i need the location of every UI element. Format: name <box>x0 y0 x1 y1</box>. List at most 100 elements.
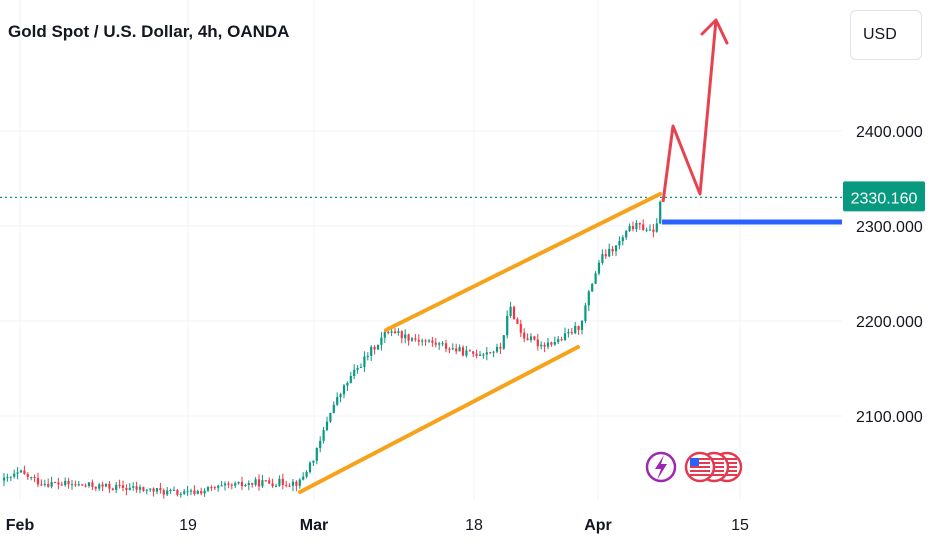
x-tick-label: Apr <box>584 517 612 534</box>
candle-body <box>577 325 580 330</box>
candle-body <box>631 226 635 229</box>
candle-body <box>91 482 94 487</box>
candle-body <box>570 332 573 334</box>
candle-body <box>104 483 108 487</box>
candle-body <box>291 481 295 486</box>
candle-body <box>121 485 125 488</box>
candle-body <box>353 369 356 377</box>
candle-body <box>67 480 70 485</box>
lightning-bolt <box>655 455 667 480</box>
candle-body <box>40 484 43 486</box>
candle-body <box>6 476 9 478</box>
candle-body <box>516 319 519 324</box>
candle-body <box>339 394 342 398</box>
candle-body <box>200 490 203 494</box>
candle-body <box>33 477 36 479</box>
candle-body <box>186 491 189 493</box>
candle-body <box>285 484 288 486</box>
candle-body <box>132 486 135 488</box>
candle-body <box>502 335 505 349</box>
candle-body <box>441 343 444 345</box>
candle-body <box>580 321 584 330</box>
drawings <box>0 18 842 494</box>
candle-body <box>57 482 60 485</box>
candle-body <box>659 201 662 224</box>
candle-body <box>601 254 604 263</box>
candle-body <box>512 306 516 320</box>
candle-body <box>227 483 230 485</box>
candle-body <box>506 315 509 336</box>
candle-body <box>529 336 533 341</box>
channel-lower-line <box>298 345 580 494</box>
candle-body <box>50 482 53 487</box>
candle-body <box>152 488 155 492</box>
candle-body <box>101 484 104 487</box>
candle-body <box>489 352 492 354</box>
candle-body <box>472 351 475 354</box>
x-tick-label: 19 <box>179 517 197 534</box>
candle-body <box>26 473 29 478</box>
candle-body <box>128 487 131 490</box>
candle-body <box>295 481 298 486</box>
candle-body <box>342 385 346 395</box>
candle-body <box>81 484 84 486</box>
candle-body <box>325 421 329 431</box>
candle-body <box>438 343 441 345</box>
candle-body <box>230 484 233 486</box>
candle-body <box>546 342 550 347</box>
candle-body <box>495 346 499 352</box>
flag-stripe <box>704 474 724 476</box>
candle-body <box>356 367 359 370</box>
candle-body <box>628 226 631 231</box>
candle-body <box>621 237 624 242</box>
candle-body <box>288 485 291 487</box>
candle-body <box>625 230 628 238</box>
candle-body <box>451 348 454 350</box>
candle-body <box>597 262 601 274</box>
candle-body <box>53 482 57 484</box>
candle-body <box>614 245 618 252</box>
candle-body <box>587 291 590 306</box>
candle-body <box>125 487 128 490</box>
flag-stripe <box>717 474 737 476</box>
candle-body <box>257 479 261 487</box>
candle-body <box>87 482 91 486</box>
candle-body <box>458 347 461 352</box>
candles <box>2 200 662 499</box>
currency-button[interactable]: USD <box>850 10 922 60</box>
candle-body <box>155 488 159 492</box>
y-tick-label: 2400.000 <box>856 124 923 141</box>
last-price-tag <box>843 181 925 212</box>
candle-body <box>172 489 176 491</box>
candle-body <box>115 484 118 490</box>
candle-body <box>635 222 638 229</box>
candle-body <box>404 334 407 339</box>
candle-body <box>421 340 424 342</box>
candle-body <box>74 484 77 486</box>
candle-body <box>366 355 369 357</box>
candle-body <box>346 382 349 386</box>
candle-body <box>397 331 400 334</box>
candle-body <box>166 490 169 495</box>
candle-body <box>223 483 227 486</box>
candle-body <box>210 487 213 489</box>
projection-path <box>661 19 718 203</box>
candle-body <box>60 484 63 486</box>
candle-body <box>574 325 577 334</box>
candle-body <box>509 306 512 316</box>
candle-body <box>390 331 393 333</box>
flag-stripe <box>690 470 710 472</box>
candle-body <box>431 340 434 343</box>
candle-body <box>19 470 23 473</box>
candle-body <box>519 323 522 333</box>
x-tick-label: Mar <box>300 517 328 534</box>
candle-body <box>268 480 271 484</box>
candle-body <box>302 476 305 480</box>
candle-body <box>499 346 502 349</box>
candle-body <box>591 283 594 292</box>
x-tick-label: Feb <box>6 517 35 534</box>
candle-body <box>176 489 179 495</box>
currency-label: USD <box>863 26 897 43</box>
